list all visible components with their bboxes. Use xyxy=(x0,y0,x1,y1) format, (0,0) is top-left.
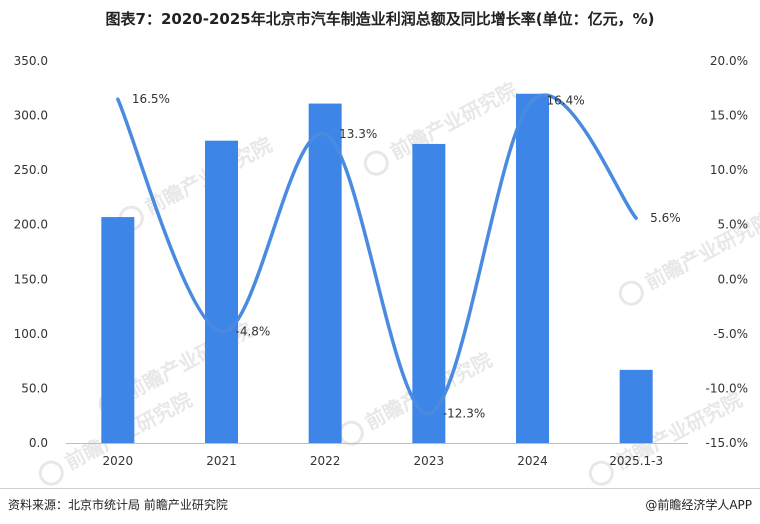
line-data-label: 16.4% xyxy=(547,93,585,107)
x-axis-tick-label: 2022 xyxy=(310,454,341,468)
bar xyxy=(101,217,135,443)
x-axis-tick-label: 2023 xyxy=(414,454,445,468)
line-data-label: -4.8% xyxy=(236,325,271,339)
left-axis-tick-label: 200.0 xyxy=(14,218,48,232)
left-axis-tick-label: 0.0 xyxy=(29,436,48,450)
right-axis-tick-label: 0.0% xyxy=(718,272,749,286)
growth-rate-line xyxy=(116,93,638,416)
left-axis-tick-label: 300.0 xyxy=(14,109,48,123)
left-axis-tick-label: 50.0 xyxy=(21,381,48,395)
right-axis-tick-label: 20.0% xyxy=(710,54,748,68)
watermark: 前瞻产业研究院 xyxy=(118,132,276,231)
bar-series xyxy=(101,93,653,444)
left-axis: 0.0 50.0 100.0 150.0 200.0 250.0 300.0 350.0 xyxy=(14,54,48,450)
bar xyxy=(412,143,446,443)
bar xyxy=(308,103,342,444)
watermark-logo-icon xyxy=(38,460,64,486)
right-axis-tick-label: -10.0% xyxy=(706,381,748,395)
x-axis-tick-label: 2024 xyxy=(517,454,548,468)
watermark-logo-icon xyxy=(618,280,644,306)
line-data-label: -12.3% xyxy=(443,407,485,421)
line-data-label: 13.3% xyxy=(339,127,377,141)
watermark-logo-icon xyxy=(363,150,389,176)
left-axis-tick-label: 350.0 xyxy=(14,54,48,68)
x-axis-tick-label: 2021 xyxy=(206,454,237,468)
line-data-label: 5.6% xyxy=(650,211,681,225)
bar xyxy=(205,140,238,443)
source-note: 资料来源：北京市统计局 前瞻产业研究院 xyxy=(8,498,228,512)
left-axis-tick-label: 250.0 xyxy=(14,163,48,177)
right-axis-tick-label: -5.0% xyxy=(713,327,748,341)
brand-label: @前瞻经济学人APP xyxy=(645,498,752,512)
footer-divider xyxy=(0,488,760,489)
right-axis-tick-label: -15.0% xyxy=(706,436,748,450)
right-axis: -15.0% -10.0% -5.0% 0.0% 5.0% 10.0% 15.0% 20.0% xyxy=(706,54,748,450)
chart-area: 前瞻产业研究院前瞻产业研究院前瞻产业研究院前瞻产业研究院前瞻产业研究院前瞻产业研… xyxy=(14,54,760,486)
x-axis-tick-label: 2020 xyxy=(103,454,134,468)
footer: 资料来源：北京市统计局 前瞻产业研究院 @前瞻经济学人APP xyxy=(0,488,760,524)
bar xyxy=(516,93,549,443)
watermark-logo-icon xyxy=(588,460,614,486)
x-axis: 2020 2021 2022 2023 2024 2025.1-3 xyxy=(66,443,688,468)
right-axis-tick-label: 5.0% xyxy=(718,218,749,232)
right-axis-tick-label: 15.0% xyxy=(710,109,748,123)
line-data-label: 16.5% xyxy=(132,92,170,106)
line-series xyxy=(116,93,638,416)
line-data-labels: 16.5% -4.8% 13.3% -12.3% 16.4% 5.6% xyxy=(132,92,681,420)
left-axis-tick-label: 100.0 xyxy=(14,327,48,341)
x-axis-tick-label: 2025.1-3 xyxy=(609,454,663,468)
chart-title: 图表7：2020-2025年北京市汽车制造业利润总额及同比增长率(单位：亿元，%… xyxy=(105,10,655,28)
bar xyxy=(619,369,653,443)
right-axis-tick-label: 10.0% xyxy=(710,163,748,177)
watermark-text: 前瞻产业研究院 xyxy=(386,77,521,164)
left-axis-tick-label: 150.0 xyxy=(14,272,48,286)
